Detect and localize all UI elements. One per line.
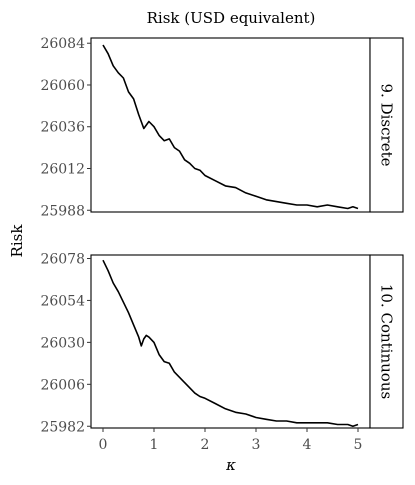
x-tick-label: 4 [303, 437, 312, 453]
strip-label: 9. Discrete [378, 84, 396, 167]
panel-border [90, 254, 371, 429]
y-tick-label: 26012 [40, 162, 85, 178]
y-tick-label: 26036 [40, 120, 85, 136]
y-tick-label: 26084 [40, 36, 85, 52]
y-tick-label: 26078 [40, 251, 85, 267]
panels: 9. Discrete 26084 26060 26036 26012 25988 10. … [40, 36, 404, 453]
y-tick-label: 26030 [40, 335, 85, 351]
x-tick-label: 1 [150, 437, 159, 453]
y-tick-label: 25988 [40, 203, 85, 219]
strip-label: 10. Continuous [378, 284, 396, 399]
y-axis-title: Risk [8, 224, 26, 258]
chart-title: Risk (USD equivalent) [147, 9, 316, 27]
x-axis-title: κ [225, 456, 236, 474]
strip-background [369, 37, 404, 213]
y-tick-label: 26054 [40, 293, 85, 309]
y-tick-label: 25982 [40, 419, 85, 435]
x-tick-label: 5 [354, 437, 363, 453]
series-line [102, 259, 359, 428]
x-tick-label: 2 [201, 437, 210, 453]
series-line [102, 44, 359, 210]
x-tick-label: 0 [99, 437, 108, 453]
strip-background [369, 254, 404, 429]
panel-border [90, 37, 371, 213]
y-tick-label: 26060 [40, 78, 85, 94]
x-tick-label: 3 [252, 437, 261, 453]
y-tick-label: 26006 [40, 377, 85, 393]
